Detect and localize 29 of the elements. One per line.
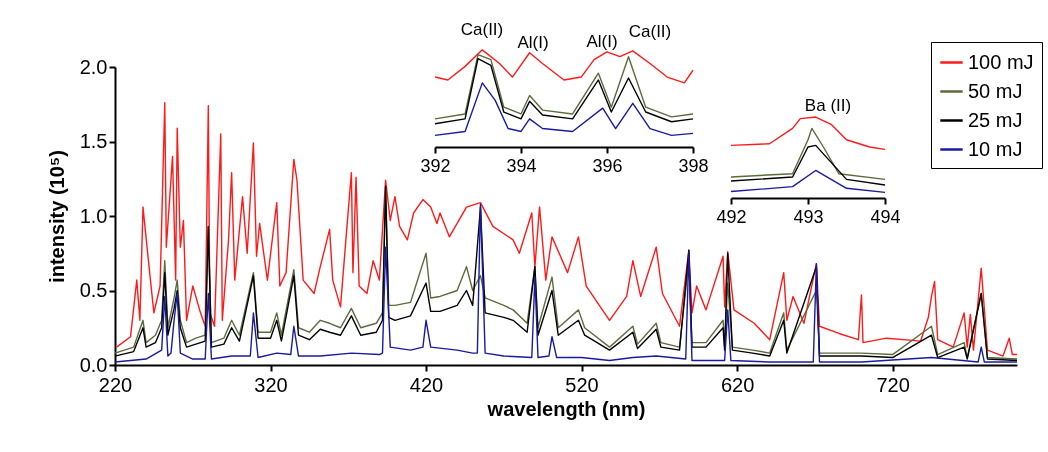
y-tick-label: 2.0 (79, 55, 108, 78)
x-tick-label: 392 (420, 155, 451, 176)
x-tick-label: 493 (793, 206, 824, 227)
x-tick-label: 320 (254, 373, 288, 396)
x-tick-label: 220 (98, 373, 133, 396)
x-tick-label: 420 (409, 373, 444, 396)
legend-label: 10 mJ (968, 137, 1023, 160)
legend-label: 25 mJ (968, 108, 1023, 131)
x-tick-label: 620 (720, 373, 755, 396)
x-tick-label: 398 (678, 155, 709, 176)
text: Ca(II) (460, 20, 504, 39)
x-tick-label: 720 (876, 373, 910, 396)
annotation: Al(I) (517, 33, 549, 52)
x-tick-label: 520 (565, 373, 599, 396)
x-axis-title: wavelength (nm) (486, 397, 646, 420)
y-tick-label: 0.0 (79, 353, 108, 376)
text: Ca(II) (628, 22, 672, 41)
x-tick-label: 492 (716, 206, 747, 227)
y-axis-title: intensity (10⁵) (45, 150, 68, 283)
y-tick-label: 1.0 (79, 204, 108, 227)
annotation: Ba (II) (804, 96, 852, 115)
x-tick-label: 494 (870, 206, 901, 227)
legend-label: 100 mJ (968, 50, 1034, 73)
annotation: Al(I) (586, 32, 618, 51)
y-tick-label: 1.5 (79, 130, 108, 152)
x-tick-label: 396 (592, 155, 623, 176)
x-tick-label: 394 (506, 155, 537, 176)
y-tick-label: 0.5 (79, 279, 108, 301)
legend-label: 50 mJ (968, 79, 1023, 102)
